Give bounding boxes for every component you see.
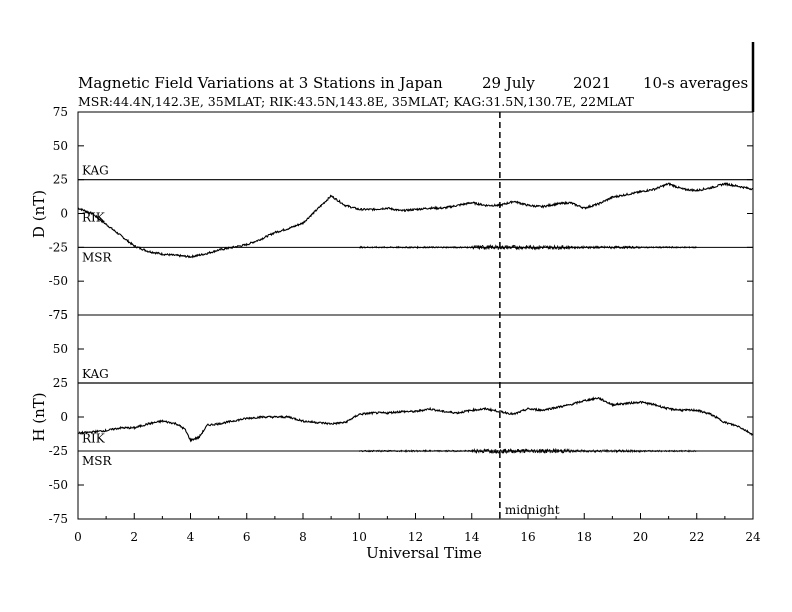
x-tick-label: 24 [745,530,761,544]
x-tick-label: 4 [187,530,195,544]
y-tick-label: -25 [49,240,68,254]
stations-info: MSR:44.4N,142.3E, 35MLAT; RIK:43.5N,143.… [78,94,635,109]
chart-date: 29 July [482,74,535,92]
panel-h: 75 50 25 0 -25 -50 -75 KAG RIK MSR [49,308,754,526]
y-tick-label: -75 [49,512,68,526]
x-tick-label: 14 [464,530,480,544]
x-tick-label: 10 [352,530,367,544]
x-axis-label: Universal Time [366,544,482,562]
y-tick-label: 75 [53,308,68,322]
midnight-label: midnight [505,503,560,517]
x-tick-label: 6 [243,530,251,544]
baseline-label-msr: MSR [82,454,113,468]
panel-d-frame [77,111,754,316]
baseline-label-msr: MSR [82,250,113,264]
chart-year: 2021 [573,74,611,92]
panel-h-frame [77,314,754,520]
y-tick-label: -75 [49,308,68,322]
y-tick-label: 25 [53,376,68,390]
chart-title: Magnetic Field Variations at 3 Stations … [78,74,443,92]
x-tick-label: 2 [130,530,138,544]
y-tick-label: 50 [53,342,68,356]
chart-averaging: 10-s averages [643,74,748,92]
panel-d: 75 50 25 0 -25 -50 -75 KAG RIK MSR [49,105,754,322]
x-axis-ticks: 0 2 4 6 8 10 12 14 16 18 20 22 24 [74,513,761,544]
x-tick-label: 22 [689,530,704,544]
y-axis-label-h: H (nT) [30,392,48,441]
baseline-label-kag: KAG [82,164,109,178]
y-tick-label: 0 [60,207,68,221]
y-tick-label: 0 [60,410,68,424]
y-tick-label: 25 [53,173,68,187]
y-tick-label: -50 [49,478,68,492]
x-tick-label: 12 [408,530,423,544]
baseline-label-kag: KAG [82,367,109,381]
y-tick-label: -25 [49,444,68,458]
y-tick-label: -50 [49,274,68,288]
series-msr-trace [359,447,697,455]
y-tick-label: 50 [53,139,68,153]
baseline-label-rik: RIK [82,432,106,446]
y-axis-label-d: D (nT) [30,190,48,238]
x-tick-label: 8 [299,530,307,544]
series-rik-trace [77,396,754,443]
x-tick-label: 0 [74,530,82,544]
x-tick-label: 18 [577,530,592,544]
x-tick-label: 16 [520,530,535,544]
series-msr-trace [358,243,698,251]
x-tick-label: 20 [633,530,648,544]
y-tick-label: 75 [53,105,68,119]
baseline-label-rik: RIK [82,211,106,225]
series-rik-trace [77,182,754,259]
midnight-annotation: midnight [499,112,560,519]
